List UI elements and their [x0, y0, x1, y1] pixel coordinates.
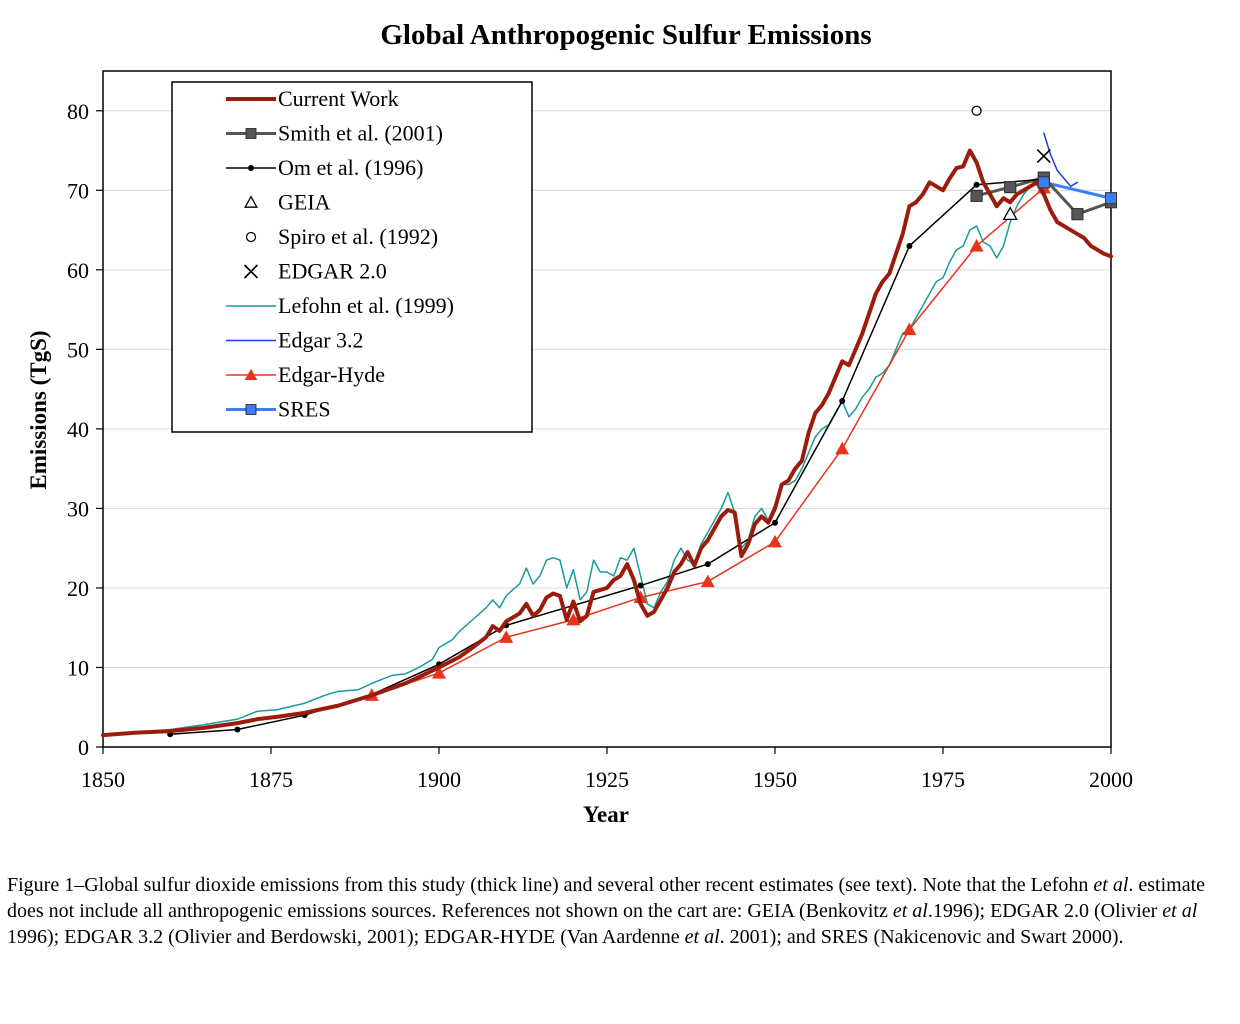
legend-item-edgar-3-2: Edgar 3.2: [226, 328, 364, 353]
point-geia-1985: [1002, 206, 1018, 221]
legend-item-smith-et-al-2001: Smith et al. (2001): [226, 121, 443, 146]
point-om-et-al-1996-1970: [906, 242, 913, 249]
caption-part-4: 1996); EDGAR 3.2 (Olivier and Berdowski,…: [7, 926, 685, 948]
legend-item-sres: SRES: [226, 397, 331, 422]
legend: Current Work Smith et al. (2001) Om et al.…: [171, 81, 533, 433]
legend-label-edgar-3-2: Edgar 3.2: [278, 328, 364, 353]
legend-swatch-marker-smith-et-al-2001: [245, 128, 257, 139]
legend-swatch-marker-spiro-et-al-1992: [245, 231, 257, 243]
x-tick-label-1850: 1850: [81, 767, 125, 792]
legend-label-spiro-et-al-1992: Spiro et al. (1992): [278, 224, 438, 249]
point-top-sres-1990: [1037, 176, 1050, 189]
legend-label-edgar-hyde: Edgar-Hyde: [278, 362, 385, 387]
legend-label-lefohn-et-al-1999: Lefohn et al. (1999): [278, 293, 454, 318]
y-tick-label-80: 80: [67, 99, 89, 124]
caption-part-5: . 2001); and SRES (Nakicenovic and Swart…: [719, 926, 1124, 948]
emissions-chart: Global Anthropogenic Sulfur Emissions 0 1…: [26, 19, 1133, 827]
y-axis-label: Emissions (TgS): [26, 330, 51, 489]
y-tick-label-0: 0: [78, 735, 89, 760]
legend-swatch-marker-sres: [245, 404, 257, 415]
point-top-smith-et-al-2001-1985: [1004, 181, 1017, 194]
point-top-smith-et-al-2001-1980: [970, 189, 983, 202]
legend-item-lefohn-et-al-1999: Lefohn et al. (1999): [226, 293, 454, 318]
point-om-et-al-1996-1930: [637, 582, 644, 589]
legend-label-geia: GEIA: [278, 190, 331, 215]
y-tick-label-10: 10: [67, 655, 89, 680]
x-tick-label-1975: 1975: [921, 767, 965, 792]
legend-item-geia: GEIA: [244, 190, 331, 215]
point-edgar-hyde-1920: [566, 612, 581, 626]
caption-et-al-4: et al: [684, 926, 720, 948]
point-top-smith-et-al-2001-1995: [1071, 208, 1084, 221]
series-edgar-2-0: [1036, 149, 1051, 164]
x-tick-label-1900: 1900: [417, 767, 461, 792]
caption-part-2: . estimate does not include all anthropo…: [7, 874, 1206, 922]
point-edgar-hyde-1900: [432, 666, 446, 679]
legend-label-current-work: Current Work: [278, 86, 399, 111]
y-tick-label-30: 30: [67, 496, 89, 521]
figure-caption: Figure 1–Global sulfur dioxide emissions…: [7, 872, 1232, 950]
series-edgar-hyde: [364, 180, 1051, 701]
caption-et-al-3: et al: [1162, 900, 1198, 922]
x-axis-label: Year: [583, 802, 629, 827]
point-edgar-2-0-1990: [1036, 149, 1051, 164]
point-edgar-hyde-1950: [768, 534, 782, 548]
point-edgar-hyde-1960: [835, 441, 850, 455]
legend-swatch-marker-geia: [244, 195, 258, 208]
point-edgar-hyde-1970: [902, 322, 917, 336]
x-tick-label-2000: 2000: [1089, 767, 1133, 792]
y-tick-label-40: 40: [67, 417, 89, 442]
y-tick-label-70: 70: [67, 178, 89, 203]
point-om-et-al-1996-1940: [704, 561, 711, 568]
axes: 0 10 20 30 40 50 60 70 80 1850 1875 1900 1925 1950 197…: [67, 70, 1133, 792]
x-tick-label-1875: 1875: [249, 767, 293, 792]
point-om-et-al-1996-1870: [234, 726, 241, 733]
legend-item-om-et-al-1996: Om et al. (1996): [226, 155, 423, 180]
point-spiro-et-al-1992-1980: [971, 105, 982, 116]
plot-frame: [102, 70, 1112, 748]
point-edgar-hyde-1940: [700, 574, 715, 588]
legend-item-spiro-et-al-1992: Spiro et al. (1992): [245, 224, 438, 249]
legend-item-edgar-2-0: EDGAR 2.0: [243, 259, 387, 284]
legend-swatch-marker-edgar-2-0: [243, 264, 259, 279]
legend-swatch-marker-om-et-al-1996: [248, 165, 254, 171]
caption-part-3: .1996); EDGAR 2.0 (Olivier: [927, 900, 1163, 922]
legend-box: [171, 81, 533, 433]
legend-swatch-marker-edgar-hyde: [244, 368, 258, 381]
caption-et-al-1: et al: [1093, 874, 1129, 896]
point-edgar-hyde-1910: [499, 630, 514, 643]
x-tick-label-1925: 1925: [585, 767, 629, 792]
caption-part-1: Figure 1–Global sulfur dioxide emissions…: [7, 874, 1094, 896]
legend-item-edgar-hyde: Edgar-Hyde: [226, 362, 385, 387]
caption-et-al-2: et al: [892, 900, 928, 922]
chart-title: Global Anthropogenic Sulfur Emissions: [380, 19, 871, 51]
y-tick-label-20: 20: [67, 576, 89, 601]
legend-label-sres: SRES: [278, 397, 331, 422]
legend-item-current-work: Current Work: [226, 86, 399, 111]
legend-label-smith-et-al-2001: Smith et al. (2001): [278, 121, 443, 146]
series-geia: [1002, 206, 1018, 221]
series-line-current-work: [101, 148, 1113, 738]
series-markers-sres: [1037, 176, 1117, 205]
y-tick-label-50: 50: [67, 337, 89, 362]
point-top-sres-2000: [1105, 192, 1117, 205]
point-om-et-al-1996-1960: [839, 398, 846, 405]
series-line-sres: [1042, 180, 1113, 200]
x-tick-label-1950: 1950: [753, 767, 797, 792]
legend-label-om-et-al-1996: Om et al. (1996): [278, 155, 423, 180]
series-layer: [101, 105, 1117, 738]
legend-label-edgar-2-0: EDGAR 2.0: [278, 259, 387, 284]
point-om-et-al-1996-1980: [973, 181, 980, 188]
point-edgar-hyde-1980: [969, 238, 984, 252]
y-tick-label-60: 60: [67, 258, 89, 283]
point-om-et-al-1996-1950: [772, 519, 778, 526]
series-current-work: [101, 148, 1113, 738]
series-spiro-et-al-1992: [971, 105, 982, 116]
